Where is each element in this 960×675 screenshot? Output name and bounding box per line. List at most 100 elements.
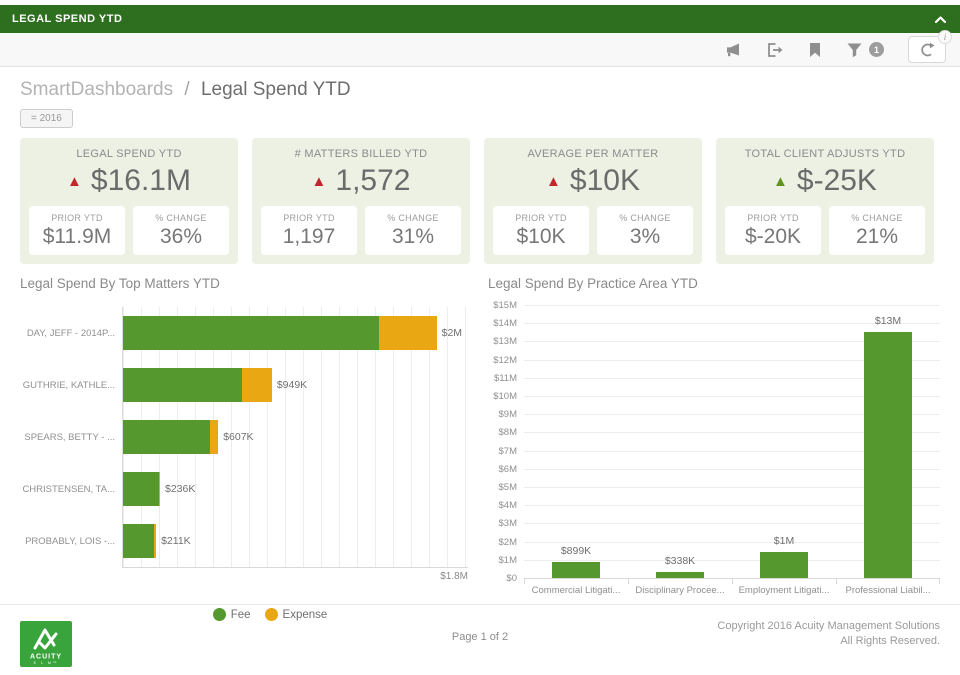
stacked-bar[interactable] [123, 368, 272, 402]
y-tick-label: $0 [506, 573, 517, 584]
bar-track: $236K [122, 463, 468, 515]
expense-segment[interactable] [159, 472, 160, 506]
kpi-prior-value: $11.9M [42, 225, 112, 248]
x-category-label: Professional Liabil... [845, 585, 931, 596]
x-axis-labels: Commercial Litigati... Disciplinary Proce… [524, 578, 940, 596]
gridline [524, 432, 940, 434]
column-bar[interactable] [760, 551, 808, 578]
expense-segment[interactable] [209, 420, 219, 454]
top-matters-chart-title: Legal Spend By Top Matters YTD [20, 276, 220, 291]
top-matters-chart: Legal Spend By Top Matters YTD DAY, JEFF… [0, 276, 468, 596]
kpi-prior-tile: PRIOR YTD 1,197 [261, 206, 357, 255]
x-axis-max-label: $1.8M [440, 571, 468, 582]
gridline [524, 523, 940, 525]
bar-row: DAY, JEFF - 2014P... $2M [20, 307, 468, 359]
filter-count-badge[interactable]: 1 [869, 42, 884, 57]
copyright-line1: Copyright 2016 Acuity Management Solutio… [717, 620, 940, 632]
column-bar[interactable] [656, 571, 704, 578]
column-bar[interactable] [552, 561, 600, 578]
announce-icon[interactable] [724, 42, 742, 58]
bar-category-label: CHRISTENSEN, TA... [22, 483, 115, 495]
kpi-value: 1,572 [335, 164, 411, 197]
expense-segment[interactable] [242, 368, 272, 402]
y-tick-label: $12M [493, 354, 517, 366]
gridline [524, 505, 940, 507]
column-value-label: $13M [874, 315, 902, 328]
expense-segment[interactable] [378, 316, 437, 350]
kpi-prior-value: $10K [516, 225, 566, 248]
practice-area-chart-title: Legal Spend By Practice Area YTD [488, 276, 698, 291]
breadcrumb-separator: / [184, 79, 190, 100]
kpi-card-legal-spend[interactable]: LEGAL SPEND YTD ▲ $16.1M PRIOR YTD $11.9… [20, 138, 238, 264]
column-value-label: $338K [664, 554, 696, 567]
y-tick-label: $8M [498, 427, 517, 439]
fee-segment[interactable] [123, 420, 210, 454]
kpi-change-label: % CHANGE [155, 213, 207, 223]
stacked-bar[interactable] [123, 524, 157, 558]
legend-item-expense[interactable]: Expense [264, 608, 327, 621]
kpi-change-value: 36% [159, 225, 203, 248]
page-indicator: Page 1 of 2 [451, 631, 509, 643]
chart-legend: Fee Expense [150, 608, 390, 621]
top-strip [0, 0, 960, 5]
kpi-value: $-25K [796, 164, 877, 197]
y-tick-label: $3M [498, 518, 517, 530]
filter-control[interactable]: 1 [846, 42, 884, 58]
x-axis-tick [732, 579, 733, 584]
bar-row: PROBABLY, LOIS -... $211K [20, 515, 468, 567]
kpi-card-client-adjusts[interactable]: TOTAL CLIENT ADJUSTS YTD ▲ $-25K PRIOR Y… [716, 138, 934, 264]
bar-track: $607K [122, 411, 468, 463]
kpi-change-value: 31% [391, 225, 435, 248]
practice-area-plot: $899K $338K $1M $13M [524, 305, 940, 579]
logo-subtext: E L M™ [34, 661, 59, 665]
collapse-chevron-up-icon[interactable] [933, 13, 948, 26]
y-tick-label: $15M [493, 300, 517, 311]
kpi-change-value: 21% [855, 225, 899, 248]
bar-row: SPEARS, BETTY - ... $607K [20, 411, 468, 463]
fee-segment[interactable] [123, 368, 243, 402]
breadcrumb: SmartDashboards / Legal Spend YTD [0, 67, 960, 101]
stacked-bar[interactable] [123, 472, 160, 506]
info-icon[interactable]: i [938, 30, 952, 44]
acuity-logo[interactable]: ACUITY E L M™ [20, 621, 72, 672]
x-category-label: Employment Litigati... [738, 585, 830, 596]
column-value-label: $899K [560, 544, 592, 557]
y-tick-label: $6M [498, 463, 517, 475]
fee-legend-swatch [212, 608, 226, 621]
gridline [524, 323, 940, 325]
kpi-card-matters-billed[interactable]: # MATTERS BILLED YTD ▲ 1,572 PRIOR YTD 1… [252, 138, 470, 264]
kpi-prior-value: $-20K [744, 225, 802, 248]
column-value-label: $1M [773, 534, 795, 547]
trend-up-icon: ▲ [67, 172, 82, 190]
kpi-change-tile: % CHANGE 3% [597, 206, 693, 255]
filter-icon[interactable] [846, 42, 863, 58]
top-matters-plot: DAY, JEFF - 2014P... $2M GUTHRIE, KATHLE..… [20, 307, 468, 567]
kpi-prior-tile: PRIOR YTD $-20K [725, 206, 821, 255]
expense-segment[interactable] [153, 524, 157, 558]
gridline [524, 559, 940, 561]
legend-item-fee[interactable]: Fee [212, 608, 251, 621]
copyright-line2: All Rights Reserved. [840, 634, 940, 647]
fee-segment[interactable] [123, 472, 160, 506]
fee-segment[interactable] [123, 316, 379, 350]
export-icon[interactable] [766, 42, 784, 58]
kpi-prior-tile: PRIOR YTD $11.9M [29, 206, 125, 255]
gridline [524, 468, 940, 470]
kpi-card-average-per-matter[interactable]: AVERAGE PER MATTER ▲ $10K PRIOR YTD $10K… [484, 138, 702, 264]
stacked-bar[interactable] [123, 316, 437, 350]
trend-up-icon: ▲ [311, 172, 327, 190]
year-filter-chip[interactable]: = 2016 [20, 109, 73, 128]
breadcrumb-parent-link[interactable]: SmartDashboards [20, 79, 174, 100]
kpi-value: $10K [569, 164, 640, 197]
kpi-prior-label: PRIOR YTD [747, 213, 799, 223]
fee-segment[interactable] [123, 524, 154, 558]
bar-value-label: $236K [165, 483, 196, 495]
column-bar[interactable] [864, 332, 912, 578]
bar-track: $949K [122, 359, 468, 411]
bookmark-icon[interactable] [808, 42, 822, 58]
gridline [524, 377, 940, 379]
bar-category-label: PROBABLY, LOIS -... [25, 535, 115, 547]
refresh-button[interactable]: i [908, 30, 952, 63]
x-category-label: Disciplinary Procee... [635, 585, 725, 596]
stacked-bar[interactable] [123, 420, 219, 454]
